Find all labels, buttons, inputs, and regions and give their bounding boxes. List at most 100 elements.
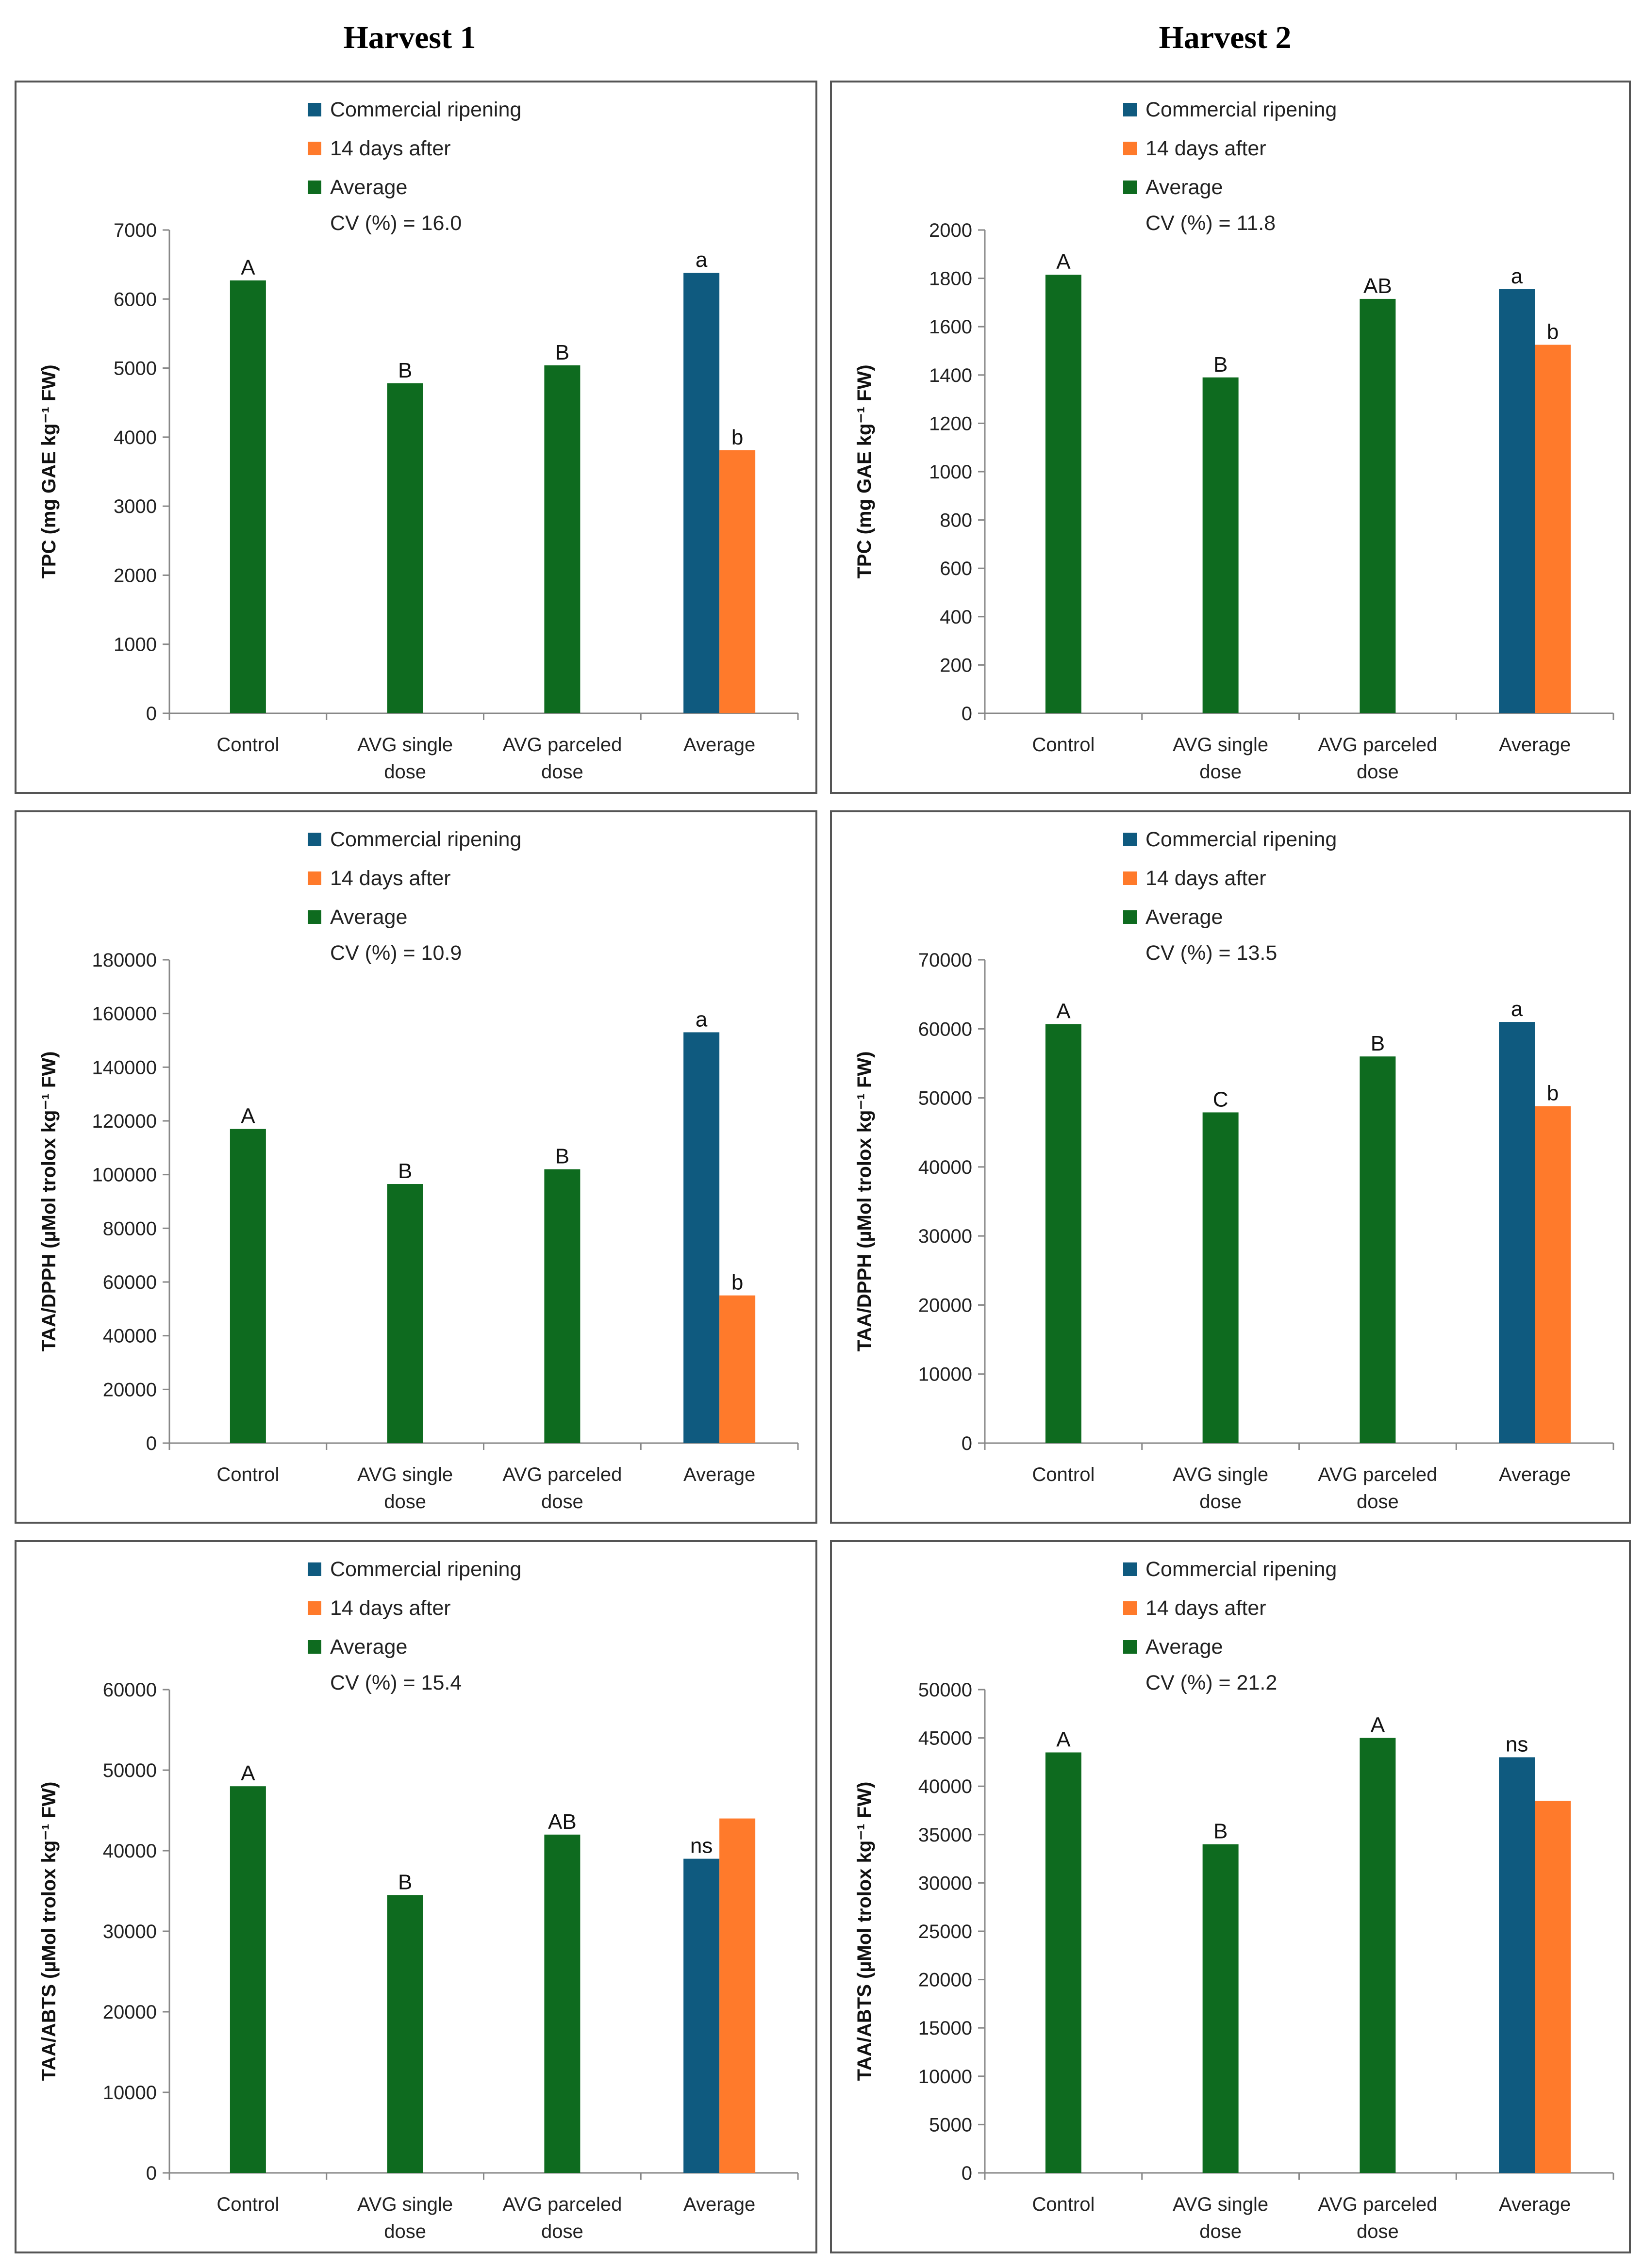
- significance-letter: A: [241, 1761, 255, 1785]
- bar-treatment: [1360, 298, 1396, 713]
- y-tick-label: 0: [146, 2163, 157, 2184]
- y-tick-label: 180000: [92, 950, 157, 971]
- y-tick-label: 7000: [114, 220, 157, 241]
- y-tick-label: 15000: [918, 2018, 972, 2039]
- x-category-label: Average: [1499, 2194, 1571, 2215]
- legend-swatch-14-days-after: [1123, 1601, 1137, 1615]
- y-tick-label: 2000: [114, 565, 157, 586]
- chart-dpph-harvest-2: Commercial ripening 14 days after Average C…: [854, 828, 1614, 1512]
- y-tick-label: 800: [940, 510, 972, 531]
- bar-commercial-ripening: [683, 1032, 720, 1443]
- bar-treatment: [544, 1834, 581, 2173]
- significance-letter: A: [241, 256, 255, 279]
- significance-letter: b: [1547, 1082, 1559, 1105]
- x-category-label: AVG single: [357, 1464, 453, 1485]
- significance-letter: C: [1213, 1087, 1228, 1111]
- significance-letter: B: [1371, 1032, 1385, 1055]
- y-tick-label: 0: [146, 703, 157, 724]
- y-tick-label: 1200: [929, 413, 972, 434]
- y-tick-label: 0: [962, 2163, 972, 2184]
- x-category-label: dose: [384, 2221, 426, 2242]
- y-tick-label: 40000: [918, 1776, 972, 1797]
- y-axis-title: TAA/ABTS (µMol trolox kg⁻¹ FW): [38, 1782, 60, 2081]
- bar-treatment: [1045, 275, 1081, 713]
- cv-annotation: CV (%) = 10.9: [330, 941, 462, 965]
- y-tick-label: 10000: [918, 2066, 972, 2087]
- y-tick-label: 10000: [103, 2082, 157, 2104]
- legend-swatch-14-days-after: [1123, 871, 1137, 885]
- cv-annotation: CV (%) = 13.5: [1145, 941, 1277, 965]
- y-tick-label: 50000: [103, 1760, 157, 1781]
- y-tick-label: 2000: [929, 220, 972, 241]
- y-tick-label: 600: [940, 558, 972, 579]
- x-category-label: Average: [683, 734, 755, 756]
- y-tick-label: 200: [940, 655, 972, 676]
- x-category-label: dose: [541, 1491, 583, 1512]
- legend-label: Average: [330, 176, 407, 199]
- y-tick-label: 140000: [92, 1057, 157, 1078]
- y-tick-label: 30000: [918, 1873, 972, 1894]
- legend-label: Commercial ripening: [1145, 98, 1337, 121]
- legend-swatch-average: [1123, 910, 1137, 924]
- significance-letter: a: [696, 248, 708, 272]
- y-tick-label: 1400: [929, 365, 972, 386]
- bar-treatment: [1202, 1844, 1239, 2173]
- y-tick-label: 25000: [918, 1921, 972, 1942]
- significance-letter: AB: [548, 1810, 577, 1834]
- y-axis-title: TAA/ABTS (µMol trolox kg⁻¹ FW): [854, 1782, 875, 2081]
- significance-letter: b: [1547, 320, 1559, 344]
- legend-swatch-average: [1123, 1640, 1137, 1654]
- significance-letter: ns: [690, 1834, 713, 1858]
- bar-treatment: [1202, 1112, 1239, 1443]
- y-tick-label: 1800: [929, 268, 972, 290]
- y-axis-title: TPC (mg GAE kg⁻¹ FW): [38, 364, 60, 578]
- cv-annotation: CV (%) = 16.0: [330, 212, 462, 235]
- significance-letter: B: [1213, 353, 1228, 377]
- x-category-label: Control: [1032, 734, 1095, 756]
- x-category-label: AVG parceled: [502, 734, 622, 756]
- bar-treatment: [1202, 377, 1239, 713]
- legend-label: Average: [330, 905, 407, 929]
- x-category-label: Control: [1032, 1464, 1095, 1485]
- legend-label: Average: [1145, 176, 1223, 199]
- significance-letter: AB: [1363, 274, 1392, 298]
- bar-14-days-after: [1535, 345, 1571, 713]
- bar-treatment: [1360, 1738, 1396, 2173]
- x-category-label: Control: [1032, 2194, 1095, 2215]
- significance-letter: A: [1056, 250, 1071, 274]
- legend-label: 14 days after: [1145, 867, 1266, 890]
- bar-treatment: [387, 1184, 423, 1443]
- x-category-label: dose: [1199, 2221, 1242, 2242]
- legend-label: 14 days after: [330, 1596, 451, 1620]
- chart-panel-tpc-harvest-2: Commercial ripening 14 days after Average C…: [830, 81, 1631, 794]
- chart-panel-dpph-harvest-1: Commercial ripening 14 days after Average C…: [15, 810, 817, 1524]
- y-tick-label: 120000: [92, 1111, 157, 1132]
- legend-label: Commercial ripening: [1145, 828, 1337, 851]
- legend-label: Average: [330, 1635, 407, 1659]
- y-tick-label: 40000: [103, 1841, 157, 1862]
- x-category-label: AVG single: [1173, 2194, 1268, 2215]
- legend-label: 14 days after: [1145, 137, 1266, 160]
- chart-abts-harvest-1: Commercial ripening 14 days after Average C…: [38, 1558, 799, 2242]
- chart-abts-harvest-2: Commercial ripening 14 days after Average C…: [854, 1558, 1614, 2242]
- chart-panel-tpc-harvest-1: Commercial ripening 14 days after Average C…: [15, 81, 817, 794]
- chart-panel-abts-harvest-2: Commercial ripening 14 days after Average C…: [830, 1540, 1631, 2253]
- cv-annotation: CV (%) = 15.4: [330, 1671, 462, 1694]
- bar-14-days-after: [719, 1295, 756, 1443]
- bar-14-days-after: [1535, 1106, 1571, 1443]
- legend-swatch-average: [308, 910, 321, 924]
- y-tick-label: 5000: [114, 358, 157, 379]
- legend-swatch-commercial-ripening: [308, 833, 321, 846]
- x-category-label: Average: [1499, 1464, 1571, 1485]
- x-category-label: Average: [683, 2194, 755, 2215]
- legend-label: Commercial ripening: [330, 98, 521, 121]
- bar-14-days-after: [719, 450, 756, 713]
- x-category-label: Control: [216, 2194, 279, 2215]
- significance-letter: A: [1371, 1713, 1385, 1737]
- y-tick-label: 3000: [114, 496, 157, 517]
- bar-commercial-ripening: [1499, 1757, 1535, 2173]
- significance-letter: A: [241, 1104, 255, 1128]
- y-tick-label: 400: [940, 607, 972, 628]
- bar-treatment: [387, 1895, 423, 2173]
- legend-swatch-commercial-ripening: [308, 1562, 321, 1576]
